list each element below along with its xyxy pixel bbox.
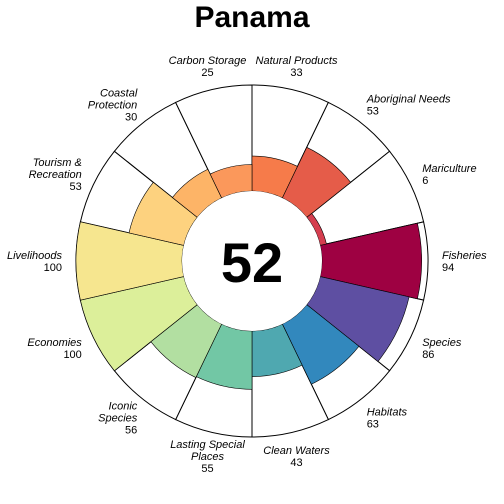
label-name-mariculture: Mariculture bbox=[422, 163, 476, 175]
label-value-livelihoods: 100 bbox=[44, 262, 62, 274]
label-lasting-special-places: Lasting Special Places 55 bbox=[170, 439, 245, 475]
label-iconic-species: Iconic Species 56 bbox=[98, 400, 138, 436]
label-name-species: Species bbox=[422, 337, 462, 349]
chart-title: Panama bbox=[194, 1, 310, 34]
label-mariculture: Mariculture 6 bbox=[422, 163, 476, 187]
label-value-mariculture: 6 bbox=[422, 175, 428, 187]
label-livelihoods: Livelihoods 100 bbox=[7, 250, 63, 274]
label-name-clean-waters: Clean Waters bbox=[263, 445, 330, 457]
label-name-coastal-protection: Coastal bbox=[100, 88, 138, 100]
label-value-iconic-species: 56 bbox=[125, 424, 137, 436]
label-value-fisheries: 94 bbox=[442, 262, 454, 274]
label-value-tourism-recreation: 53 bbox=[70, 181, 82, 193]
label-natural-products: Natural Products 33 bbox=[256, 55, 338, 79]
label-name-habitats: Habitats bbox=[367, 406, 408, 418]
label-name-iconic-species: Species bbox=[98, 412, 138, 424]
label-species: Species 86 bbox=[422, 337, 462, 361]
label-name-tourism-recreation: Tourism & bbox=[33, 157, 82, 169]
label-economies: Economies 100 bbox=[27, 337, 82, 361]
label-value-natural-products: 33 bbox=[290, 67, 302, 79]
label-name-fisheries: Fisheries bbox=[442, 250, 487, 262]
label-value-coastal-protection: 30 bbox=[125, 112, 137, 124]
label-aboriginal-needs: Aboriginal Needs 53 bbox=[366, 94, 451, 118]
label-name-iconic-species: Iconic bbox=[109, 400, 138, 412]
label-tourism-recreation: Tourism & Recreation 53 bbox=[29, 157, 82, 193]
label-value-species: 86 bbox=[422, 349, 434, 361]
center-hole bbox=[182, 191, 322, 331]
petal-aboriginal-needs bbox=[281, 146, 352, 218]
label-value-habitats: 63 bbox=[367, 418, 379, 430]
label-value-clean-waters: 43 bbox=[290, 457, 302, 469]
petal-fills bbox=[75, 146, 422, 390]
label-name-aboriginal-needs: Aboriginal Needs bbox=[366, 94, 451, 106]
label-habitats: Habitats 63 bbox=[367, 406, 408, 430]
label-value-lasting-special-places: 55 bbox=[201, 463, 213, 475]
label-name-tourism-recreation: Recreation bbox=[29, 169, 82, 181]
label-value-aboriginal-needs: 53 bbox=[367, 106, 379, 118]
label-carbon-storage: Carbon Storage 25 bbox=[169, 55, 247, 79]
label-name-economies: Economies bbox=[27, 337, 82, 349]
label-coastal-protection: Coastal Protection 30 bbox=[88, 88, 138, 124]
label-value-economies: 100 bbox=[63, 349, 81, 361]
label-fisheries: Fisheries 94 bbox=[442, 250, 487, 274]
label-name-coastal-protection: Protection bbox=[88, 100, 138, 112]
label-name-carbon-storage: Carbon Storage bbox=[169, 55, 247, 67]
label-name-livelihoods: Livelihoods bbox=[7, 250, 63, 262]
label-name-lasting-special-places: Lasting Special bbox=[170, 439, 245, 451]
label-name-lasting-special-places: Places bbox=[191, 451, 225, 463]
label-name-natural-products: Natural Products bbox=[256, 55, 338, 67]
label-clean-waters: Clean Waters 43 bbox=[263, 445, 330, 469]
label-value-carbon-storage: 25 bbox=[201, 67, 213, 79]
center-score: 52 bbox=[221, 231, 283, 294]
